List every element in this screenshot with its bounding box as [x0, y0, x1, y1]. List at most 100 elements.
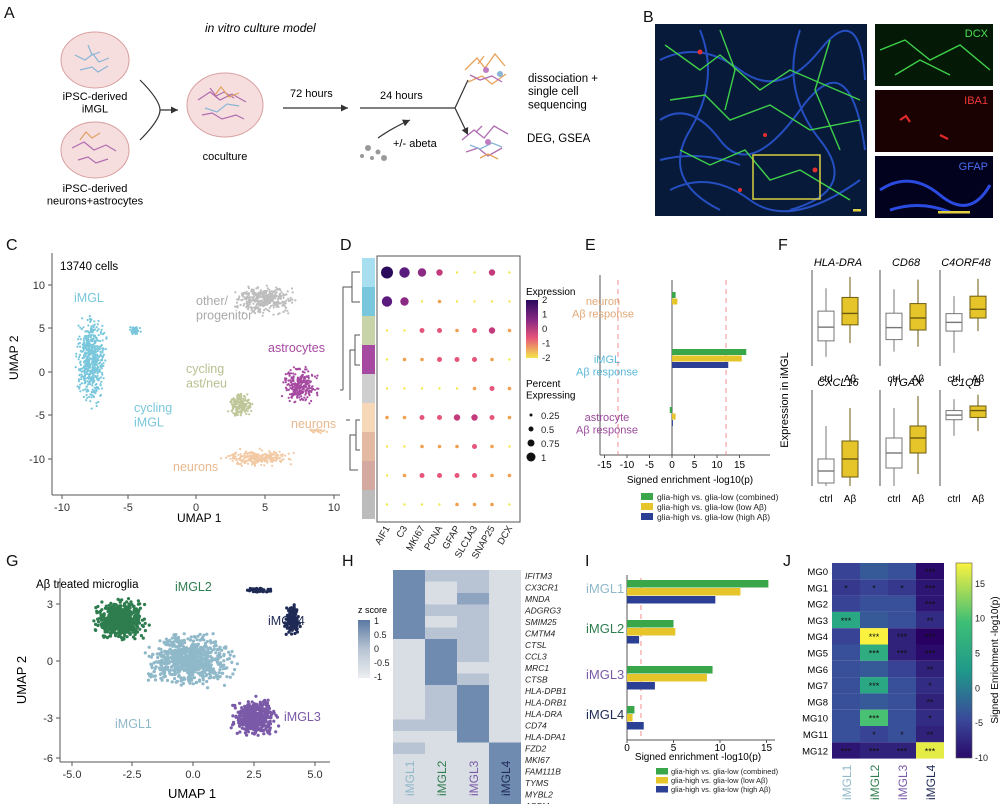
c-cell-point [82, 337, 85, 340]
g-cell-point [127, 602, 131, 606]
j-heat-cell [832, 563, 860, 580]
j-heat-cell [888, 660, 916, 678]
g-cell-point [143, 602, 147, 607]
g-cell-point [264, 727, 268, 731]
c-cell-point [83, 379, 86, 382]
h-heat-cell [489, 581, 521, 593]
g-cell-point [241, 711, 245, 715]
panel-letter-b: B [643, 9, 654, 26]
c-cell-point [104, 359, 107, 362]
c-cell-point [239, 400, 242, 403]
c-cell-point [94, 383, 97, 386]
c-cell-point [88, 374, 91, 377]
c-xtick-label: -10 [54, 502, 70, 514]
c-cell-point [313, 388, 317, 391]
h-heat-cell [489, 639, 521, 651]
c-cell-point [229, 454, 232, 457]
j-heat-cell [832, 677, 860, 694]
c-cell-point [81, 350, 84, 353]
j-heat-cell [916, 644, 944, 661]
d-expression-dot [385, 474, 389, 477]
c-cell-point [96, 353, 99, 356]
d-expression-dot [488, 327, 496, 334]
g-cell-point [195, 643, 199, 647]
c-cell-point [84, 336, 87, 339]
j-row-label: MG3 [807, 616, 828, 627]
c-cell-point [241, 454, 245, 458]
h-heat-cell [425, 731, 457, 743]
c-cell-point [84, 346, 87, 349]
c-cell-point [231, 459, 234, 462]
g-cell-point [285, 626, 289, 630]
c-cell-point [246, 410, 249, 413]
panel-letter-c: C [6, 237, 18, 254]
h-heat-cell [457, 777, 489, 789]
g-label-imgl3: iMGL3 [284, 710, 321, 724]
c-cell-point [86, 396, 89, 399]
d-expression-dot [472, 357, 477, 362]
c-cell-point [245, 412, 248, 416]
c-cell-point [75, 352, 78, 355]
j-col-label: iMGL4 [924, 764, 938, 800]
c-cell-point [245, 298, 248, 301]
c-cell-point [309, 390, 313, 393]
g-cell-point [221, 671, 225, 675]
c-cell-point [91, 369, 94, 372]
d-expression-dot [402, 357, 407, 362]
c-cell-point [264, 297, 267, 300]
c-cell-point [287, 312, 290, 315]
g-cell-point [113, 632, 117, 636]
d-expression-dot [472, 328, 477, 333]
c-cell-point [89, 400, 92, 403]
g-cell-point [193, 651, 197, 655]
c-cell-point [77, 342, 80, 345]
panel-a: in vitro culture model iPSC-derived iMGL … [47, 21, 598, 208]
j-signif-stars: *** [869, 649, 880, 659]
panel-c: -10 -5 0 5 10 10 5 0 -5 -10 UMAP 1 UMAP 2 13740 c… [7, 253, 340, 525]
d-expression-dot [471, 414, 478, 421]
g-cell-point [290, 612, 295, 616]
d-expression-dot [437, 444, 442, 449]
c-cell-point [87, 339, 90, 342]
c-cell-point [238, 407, 241, 410]
c-cell-point [287, 452, 290, 455]
d-pct-dot [529, 413, 533, 417]
g-cell-point [158, 661, 162, 665]
c-cell-point [79, 338, 82, 341]
c-cell-point [85, 364, 88, 367]
c-cell-point [101, 373, 104, 376]
g-cell-point [288, 617, 292, 621]
g-cell-point [131, 635, 136, 639]
c-cell-point [237, 404, 241, 407]
c-cell-point [284, 306, 287, 309]
c-cell-point [256, 286, 260, 289]
g-cell-point [137, 615, 141, 619]
h-heat-cell [393, 696, 425, 708]
h-heat-cell [425, 719, 457, 731]
c-cell-point [231, 408, 234, 411]
c-cell-point [302, 378, 305, 381]
c-cell-point [251, 451, 254, 454]
h-heat-cell [457, 708, 489, 720]
h-heat-cell [489, 788, 521, 800]
g-cell-point [217, 671, 221, 675]
h-heat-cell [457, 593, 489, 605]
g-label-imgl1: iMGL1 [115, 717, 152, 731]
f-xcat-label: ctrl [819, 374, 832, 385]
j-cbar-tick: -10 [975, 753, 988, 763]
g-ytick-label: 3 [47, 599, 53, 611]
g-cell-point [130, 611, 134, 615]
c-cell-point [299, 392, 302, 395]
g-cell-point [184, 651, 188, 655]
g-cell-point [201, 678, 205, 682]
j-cbar-tick: 5 [975, 649, 980, 659]
g-cell-point [109, 631, 113, 635]
c-cell-point [268, 306, 271, 309]
c-cell-point [268, 310, 271, 313]
g-cell-point [194, 680, 199, 685]
g-cell-point [171, 664, 175, 668]
g-cell-point [102, 625, 106, 630]
h-heat-cell [489, 604, 521, 616]
g-cell-point [261, 713, 265, 717]
c-cell-point [257, 292, 260, 295]
